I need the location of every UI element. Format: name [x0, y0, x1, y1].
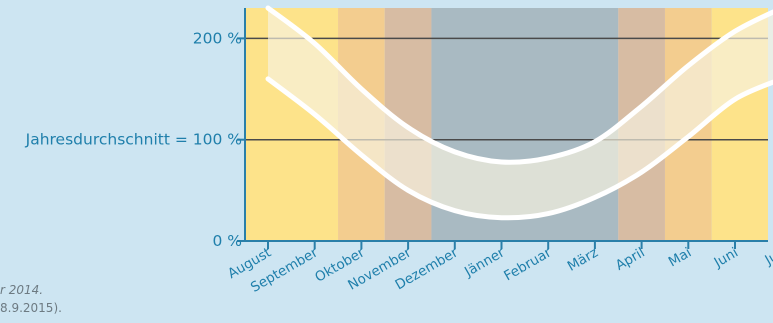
x-tick-label-6: Februar — [501, 244, 554, 284]
x-tick-label-11: Juli — [761, 245, 773, 269]
x-tick-label-5: Jänner — [461, 244, 508, 280]
y-tick-label-0: 0 % — [212, 232, 242, 250]
x-tick-label-10: Juni — [711, 245, 741, 272]
x-tick-label-8: April — [613, 245, 648, 274]
x-tick-label-7: März — [565, 245, 601, 275]
series-lower-line — [265, 76, 773, 221]
footnote-line-2: 8.9.2015). — [0, 301, 62, 315]
y-tick-label-200: 200 % — [193, 29, 242, 47]
series-upper-line — [265, 5, 773, 165]
footnote-line-1: r 2014. — [0, 283, 44, 297]
x-tick-label-9: Mai — [666, 245, 695, 271]
y-tick-label-100: Jahresdurchschnitt = 100 % — [25, 131, 242, 149]
range-band — [268, 8, 773, 218]
